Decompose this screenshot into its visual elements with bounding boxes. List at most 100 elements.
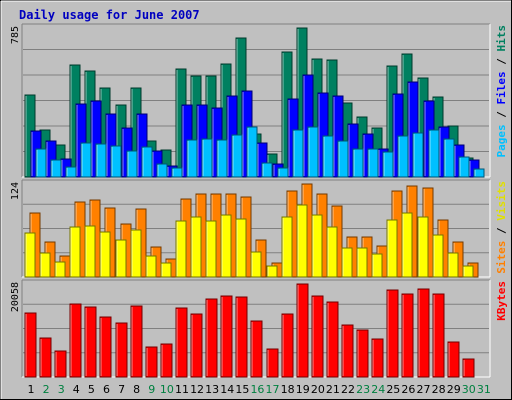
bar-kbytes-day-1: [24, 312, 37, 378]
bar-kbytes-day-18: [281, 313, 294, 378]
bar-pages-day-22: [352, 148, 364, 178]
bar-kbytes-day-9: [145, 346, 158, 378]
panel-kbytes: 20058 KBytes: [10, 279, 508, 378]
day-label-4: 4: [73, 383, 80, 396]
bar-kbytes-day-19: [296, 283, 309, 378]
legend-sites: Sites: [495, 241, 508, 274]
day-label-20: 20: [311, 383, 325, 396]
bar-pages-day-27: [428, 129, 440, 178]
bar-sites-day-14: [220, 214, 232, 278]
bar-kbytes-day-3: [54, 350, 67, 378]
bar-sites-day-22: [341, 247, 353, 278]
day-label-12: 12: [190, 383, 204, 396]
bar-sites-day-18: [281, 216, 293, 278]
bar-sites-day-30: [462, 265, 474, 278]
bar-sites-day-21: [326, 226, 338, 278]
bar-pages-day-2: [50, 159, 62, 178]
bar-sites-day-2: [39, 252, 51, 278]
legend-files: Files: [495, 71, 508, 104]
bar-sites-day-5: [84, 225, 96, 278]
bar-pages-day-18: [292, 129, 304, 178]
bar-pages-day-24: [382, 151, 394, 178]
bar-kbytes-day-10: [160, 343, 173, 378]
bar-pages-day-5: [95, 143, 107, 178]
bar-pages-day-16: [261, 162, 273, 178]
day-label-10: 10: [160, 383, 174, 396]
day-label-14: 14: [220, 383, 234, 396]
bar-kbytes-day-2: [39, 337, 52, 378]
day-label-31: 31: [477, 383, 491, 396]
bar-sites-day-17: [266, 265, 278, 278]
y-max-label: 20058: [10, 282, 21, 312]
y-max-label: 124: [10, 182, 21, 200]
day-label-15: 15: [235, 383, 249, 396]
bar-pages-day-17: [277, 167, 289, 178]
bar-sites-day-24: [371, 253, 383, 278]
panel-visits-sites: 124 Sites / Visits: [10, 179, 508, 278]
bar-pages-day-13: [216, 139, 228, 178]
bar-pages-day-6: [110, 145, 122, 178]
side-legend-text: Pages / Files / Hits: [495, 25, 508, 158]
bar-kbytes-day-17: [266, 348, 279, 378]
panel-pages-files-hits: 785 Pages / Files / Hits: [10, 23, 508, 178]
bar-pages-day-10: [171, 167, 183, 178]
bar-kbytes-day-28: [432, 293, 445, 378]
bar-sites-day-10: [160, 262, 172, 278]
side-legend-visits-sites: Sites / Visits: [495, 181, 508, 274]
bar-pages-day-9: [156, 163, 168, 178]
day-label-17: 17: [266, 383, 280, 396]
bar-pages-day-21: [337, 140, 349, 178]
day-label-6: 6: [103, 383, 110, 396]
day-label-29: 29: [447, 383, 461, 396]
bar-pages-day-1: [35, 148, 47, 178]
bar-sites-day-8: [130, 229, 142, 278]
chart-title: Daily usage for June 2007: [19, 8, 200, 22]
bar-pages-day-15: [246, 126, 258, 178]
y-max-label: 785: [10, 26, 21, 44]
day-label-28: 28: [432, 383, 446, 396]
bar-kbytes-day-25: [386, 289, 399, 378]
bar-sites-day-12: [190, 216, 202, 278]
bar-sites-day-20: [311, 214, 323, 278]
bar-pages-day-4: [80, 142, 92, 178]
bar-pages-day-14: [231, 134, 243, 178]
day-label-19: 19: [296, 383, 310, 396]
bar-kbytes-day-15: [235, 296, 248, 378]
bar-sites-day-26: [401, 212, 413, 278]
day-label-26: 26: [401, 383, 415, 396]
bar-kbytes-day-5: [84, 306, 97, 378]
day-label-18: 18: [281, 383, 295, 396]
side-legend-text: Sites / Visits: [495, 181, 508, 274]
bar-kbytes-day-24: [371, 338, 384, 378]
bar-kbytes-day-30: [462, 358, 475, 378]
side-legend-pages-files-hits: Pages / Files / Hits: [495, 25, 508, 158]
bar-sites-day-11: [175, 220, 187, 278]
bar-kbytes-day-7: [115, 322, 128, 378]
bar-pages-day-19: [307, 126, 319, 178]
bar-kbytes-day-4: [69, 303, 82, 378]
day-label-16: 16: [250, 383, 264, 396]
bar-kbytes-day-20: [311, 295, 324, 378]
side-legend-kbytes: KBytes: [495, 281, 508, 321]
legend-visits: Visits: [495, 181, 508, 221]
bar-kbytes-day-23: [356, 329, 369, 378]
bar-kbytes-day-6: [99, 316, 112, 378]
bar-pages-day-29: [458, 156, 470, 178]
bar-sites-day-23: [356, 247, 368, 278]
day-label-8: 8: [133, 383, 140, 396]
bar-pages-day-11: [186, 139, 198, 178]
chart-panels: 785 Pages / Files / Hits 124 Sites / Visits…: [10, 23, 508, 378]
day-axis-labels: 1 2 3 4 5 6 7 8 9 10 11 12 13 14 15 16 17 18 19 20 21 22 23 24 2…: [28, 383, 491, 396]
day-label-25: 25: [386, 383, 400, 396]
bar-kbytes-day-14: [220, 295, 233, 378]
bar-kbytes-day-13: [205, 298, 218, 378]
bar-sites-day-19: [296, 204, 308, 278]
bar-pages-day-8: [141, 146, 153, 178]
bar-kbytes-day-26: [401, 293, 414, 378]
bar-pages-day-20: [322, 135, 334, 178]
bar-kbytes-day-27: [417, 288, 430, 378]
legend-kbytes: KBytes: [495, 281, 508, 321]
day-label-9: 9: [148, 383, 155, 396]
day-label-1: 1: [28, 383, 35, 396]
